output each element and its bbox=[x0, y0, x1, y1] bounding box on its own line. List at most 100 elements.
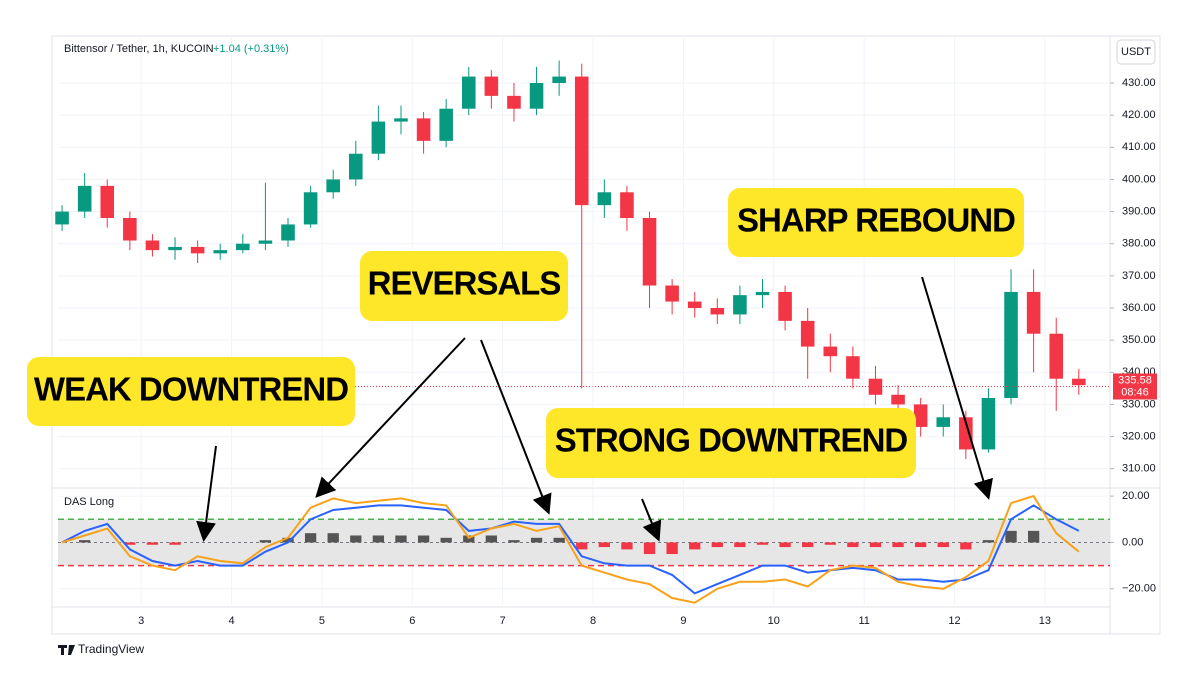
candle-body bbox=[507, 95, 521, 109]
candle-body bbox=[529, 83, 544, 109]
x-tick-label: 9 bbox=[680, 615, 686, 627]
histogram-bar bbox=[960, 542, 972, 550]
x-tick-label: 13 bbox=[1039, 615, 1051, 627]
histogram-bar bbox=[440, 537, 452, 543]
annotation-box bbox=[728, 188, 1024, 257]
candle-body bbox=[846, 356, 860, 379]
candle-body bbox=[823, 346, 838, 357]
y-tick-label: 20.00 bbox=[1122, 490, 1150, 502]
annotation: STRONG DOWNTREND bbox=[555, 422, 908, 459]
candle-body bbox=[891, 394, 905, 405]
histogram-bar bbox=[553, 537, 565, 543]
y-tick-label: 320.00 bbox=[1122, 430, 1156, 442]
histogram-bar bbox=[1027, 530, 1040, 543]
candle-body bbox=[349, 153, 363, 180]
arrow bbox=[641, 498, 662, 542]
histogram-bar bbox=[598, 542, 610, 548]
indicator-title: DAS Long bbox=[64, 496, 114, 508]
candle-body bbox=[394, 118, 408, 122]
candle-body bbox=[800, 320, 815, 347]
histogram-bar bbox=[643, 542, 656, 555]
last-price-tag bbox=[1113, 373, 1157, 400]
histogram-bar bbox=[621, 542, 633, 550]
histogram-bar bbox=[372, 535, 385, 543]
candle-body bbox=[190, 246, 205, 254]
histogram-bar bbox=[666, 542, 678, 555]
brand: TradingView bbox=[78, 642, 144, 656]
candle-body bbox=[326, 179, 340, 193]
candle-body bbox=[642, 218, 657, 286]
candle-body bbox=[145, 240, 160, 251]
histogram-bar bbox=[915, 542, 927, 548]
x-tick-label: 4 bbox=[228, 615, 234, 627]
y-tick-label: 0.00 bbox=[1122, 536, 1143, 548]
annotation-box bbox=[27, 357, 355, 426]
histogram-bar bbox=[79, 540, 91, 543]
histogram-bar bbox=[327, 533, 339, 543]
y-tick-label: 350.00 bbox=[1122, 334, 1156, 346]
candle-body bbox=[1026, 291, 1041, 334]
candle-body bbox=[981, 398, 996, 450]
histogram-bar bbox=[802, 542, 814, 548]
histogram-bar bbox=[689, 542, 701, 550]
candle-body bbox=[597, 192, 612, 206]
candle-body bbox=[1049, 333, 1064, 379]
candle-body bbox=[959, 417, 973, 450]
histogram-bar bbox=[350, 535, 362, 543]
brand-logo bbox=[58, 645, 75, 655]
annotation-box bbox=[360, 251, 568, 321]
annotation-box bbox=[546, 408, 916, 478]
candle-body bbox=[665, 285, 679, 302]
x-tick-label: 10 bbox=[768, 615, 780, 627]
candle-body bbox=[1072, 378, 1086, 386]
histogram-bar bbox=[734, 542, 746, 548]
countdown: 08:46 bbox=[1121, 386, 1149, 398]
histogram-bar bbox=[892, 542, 904, 548]
annotations: WEAK DOWNTREND REVERSALS STRONG DOWNTREN… bbox=[27, 188, 1024, 542]
candle-body bbox=[77, 185, 92, 212]
histogram-bar bbox=[576, 542, 588, 550]
y-tick-label: 360.00 bbox=[1122, 302, 1156, 314]
histogram-bar bbox=[530, 537, 543, 543]
arrow bbox=[315, 337, 466, 498]
histogram-bar bbox=[304, 533, 317, 543]
candle-body bbox=[123, 218, 137, 241]
y-tick-label: 410.00 bbox=[1122, 141, 1156, 153]
indicator-line bbox=[61, 504, 1080, 595]
candle-body bbox=[620, 192, 634, 218]
candle-body bbox=[281, 224, 295, 241]
y-tick-label: −20.00 bbox=[1122, 583, 1156, 595]
candle-body bbox=[733, 295, 747, 315]
annotation: WEAK DOWNTREND bbox=[34, 371, 348, 408]
candle-body bbox=[778, 291, 792, 321]
candle-body bbox=[371, 121, 386, 154]
x-tick-label: 12 bbox=[948, 615, 960, 627]
y-tick-label: 310.00 bbox=[1122, 463, 1156, 475]
candle-body bbox=[913, 404, 928, 427]
y-tick-label: 380.00 bbox=[1122, 238, 1156, 250]
x-tick-label: 3 bbox=[138, 615, 144, 627]
candle-body bbox=[687, 301, 702, 308]
histogram-bar bbox=[847, 542, 859, 548]
histogram-bar bbox=[711, 542, 723, 548]
histogram-bar bbox=[779, 542, 791, 548]
histogram-bar bbox=[282, 537, 294, 543]
currency[interactable]: USDT bbox=[1121, 46, 1151, 58]
x-tick-label: 7 bbox=[500, 615, 506, 627]
histogram-bar bbox=[485, 535, 498, 543]
candle-body bbox=[1004, 291, 1018, 398]
y-tick-label: 330.00 bbox=[1122, 398, 1156, 410]
candle-body bbox=[168, 246, 182, 251]
candle-body bbox=[461, 76, 476, 109]
candle-body bbox=[416, 118, 431, 141]
histogram-bar bbox=[395, 535, 407, 543]
candle-body bbox=[484, 76, 499, 96]
candle-body bbox=[213, 250, 228, 254]
chart-title: Bittensor / Tether, 1h, KUCOIN bbox=[64, 43, 214, 55]
annotation: REVERSALS bbox=[368, 265, 561, 302]
histogram-bar bbox=[146, 542, 159, 545]
y-tick-label: 370.00 bbox=[1122, 270, 1156, 282]
histogram-bar bbox=[417, 535, 430, 543]
currency-button[interactable] bbox=[1116, 39, 1156, 65]
